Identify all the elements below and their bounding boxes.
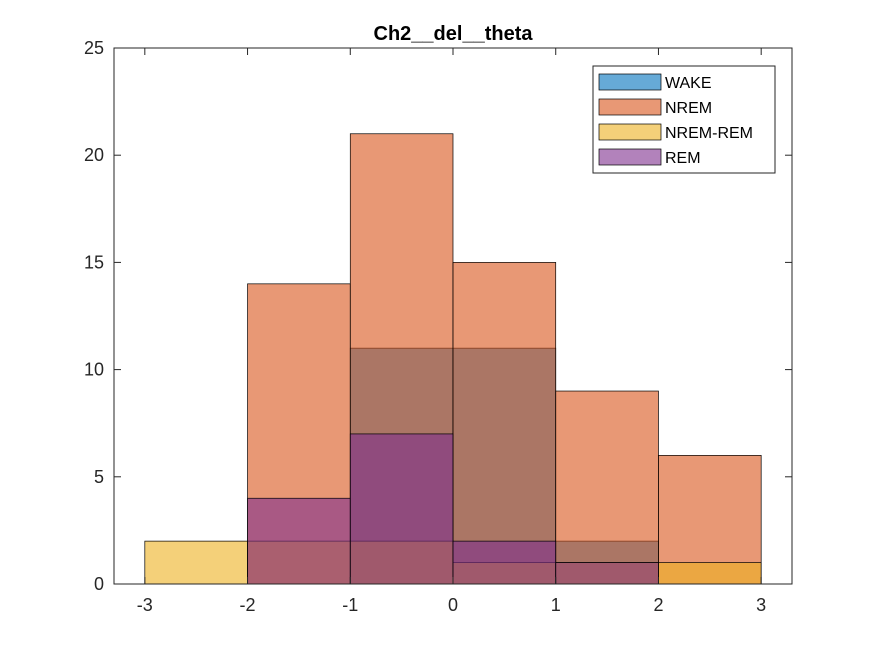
legend-swatch <box>598 148 662 166</box>
y-tick-label: 15 <box>84 252 104 272</box>
legend-swatch <box>598 73 662 91</box>
y-tick-label: 0 <box>94 574 104 594</box>
bar <box>452 540 557 585</box>
legend-label: NREM-REM <box>665 125 753 142</box>
x-tick-label: 1 <box>551 595 561 615</box>
legend-swatch <box>598 123 662 141</box>
x-tick-label: 2 <box>653 595 663 615</box>
y-tick-label: 20 <box>84 145 104 165</box>
bar <box>658 562 762 585</box>
series-rem <box>247 433 659 585</box>
bar <box>247 497 351 585</box>
bar <box>144 540 248 585</box>
legend-label: REM <box>665 150 701 167</box>
x-tick-label: -3 <box>137 595 153 615</box>
bar <box>452 262 557 585</box>
bar <box>349 433 454 585</box>
legend-label: WAKE <box>665 75 712 92</box>
legend-swatch <box>598 98 662 116</box>
x-tick-label: 0 <box>448 595 458 615</box>
bar <box>555 390 659 585</box>
x-tick-label: -1 <box>342 595 358 615</box>
x-tick-label: -2 <box>240 595 256 615</box>
x-tick-label: 3 <box>756 595 766 615</box>
y-tick-label: 5 <box>94 467 104 487</box>
chart-title: Ch2__del__theta <box>374 23 534 45</box>
bar <box>555 562 659 585</box>
y-tick-label: 10 <box>84 360 104 380</box>
legend-label: NREM <box>665 100 712 117</box>
y-tick-label: 25 <box>84 38 104 58</box>
legend: WAKE NREM NREM-REM REM <box>592 65 776 174</box>
